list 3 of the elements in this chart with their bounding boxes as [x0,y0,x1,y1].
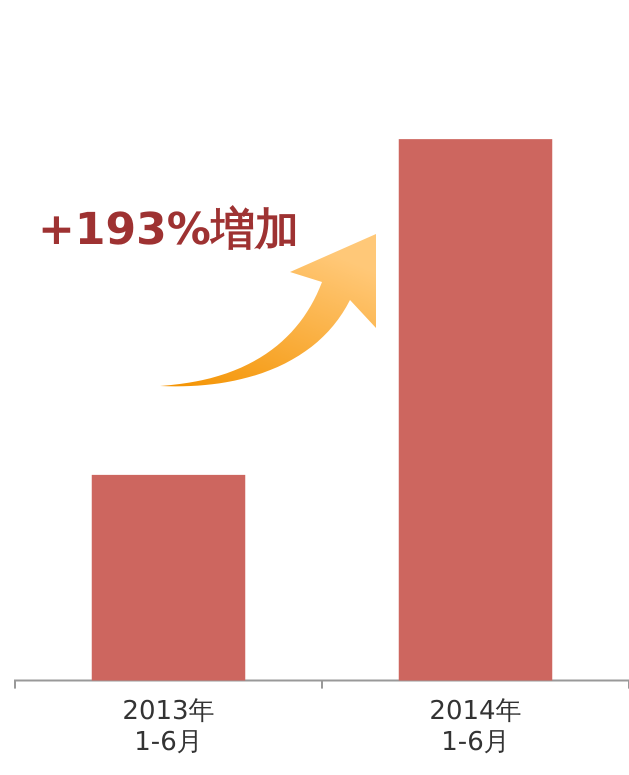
annotation: +193%増加 [38,203,299,257]
x-tick-label: 2014年 1-6月 [429,696,522,758]
x-tick-label: 2013年 1-6月 [122,696,215,758]
